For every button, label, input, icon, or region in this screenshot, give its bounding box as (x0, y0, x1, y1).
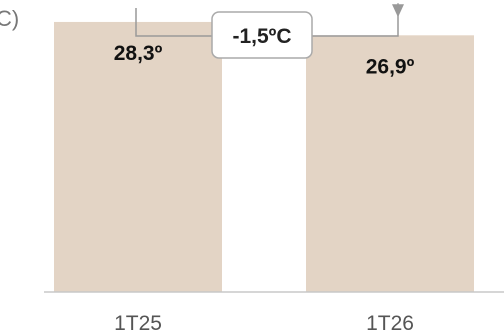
delta-box-frame (211, 11, 313, 59)
bar-value-label: 28,3º (114, 42, 163, 65)
delta-annotation: -1,5ºC (211, 11, 313, 59)
x-tick-label: 1T25 (114, 312, 162, 334)
y-axis-label-fragment: C) (0, 6, 19, 31)
bar-value-label: 26,9º (366, 55, 415, 78)
bar-1T25 (54, 21, 222, 292)
bar-1T26 (306, 35, 474, 292)
arrow-head-icon (392, 4, 404, 18)
x-tick-label: 1T26 (366, 312, 414, 334)
delta-value-label: -1,5ºC (232, 25, 291, 48)
